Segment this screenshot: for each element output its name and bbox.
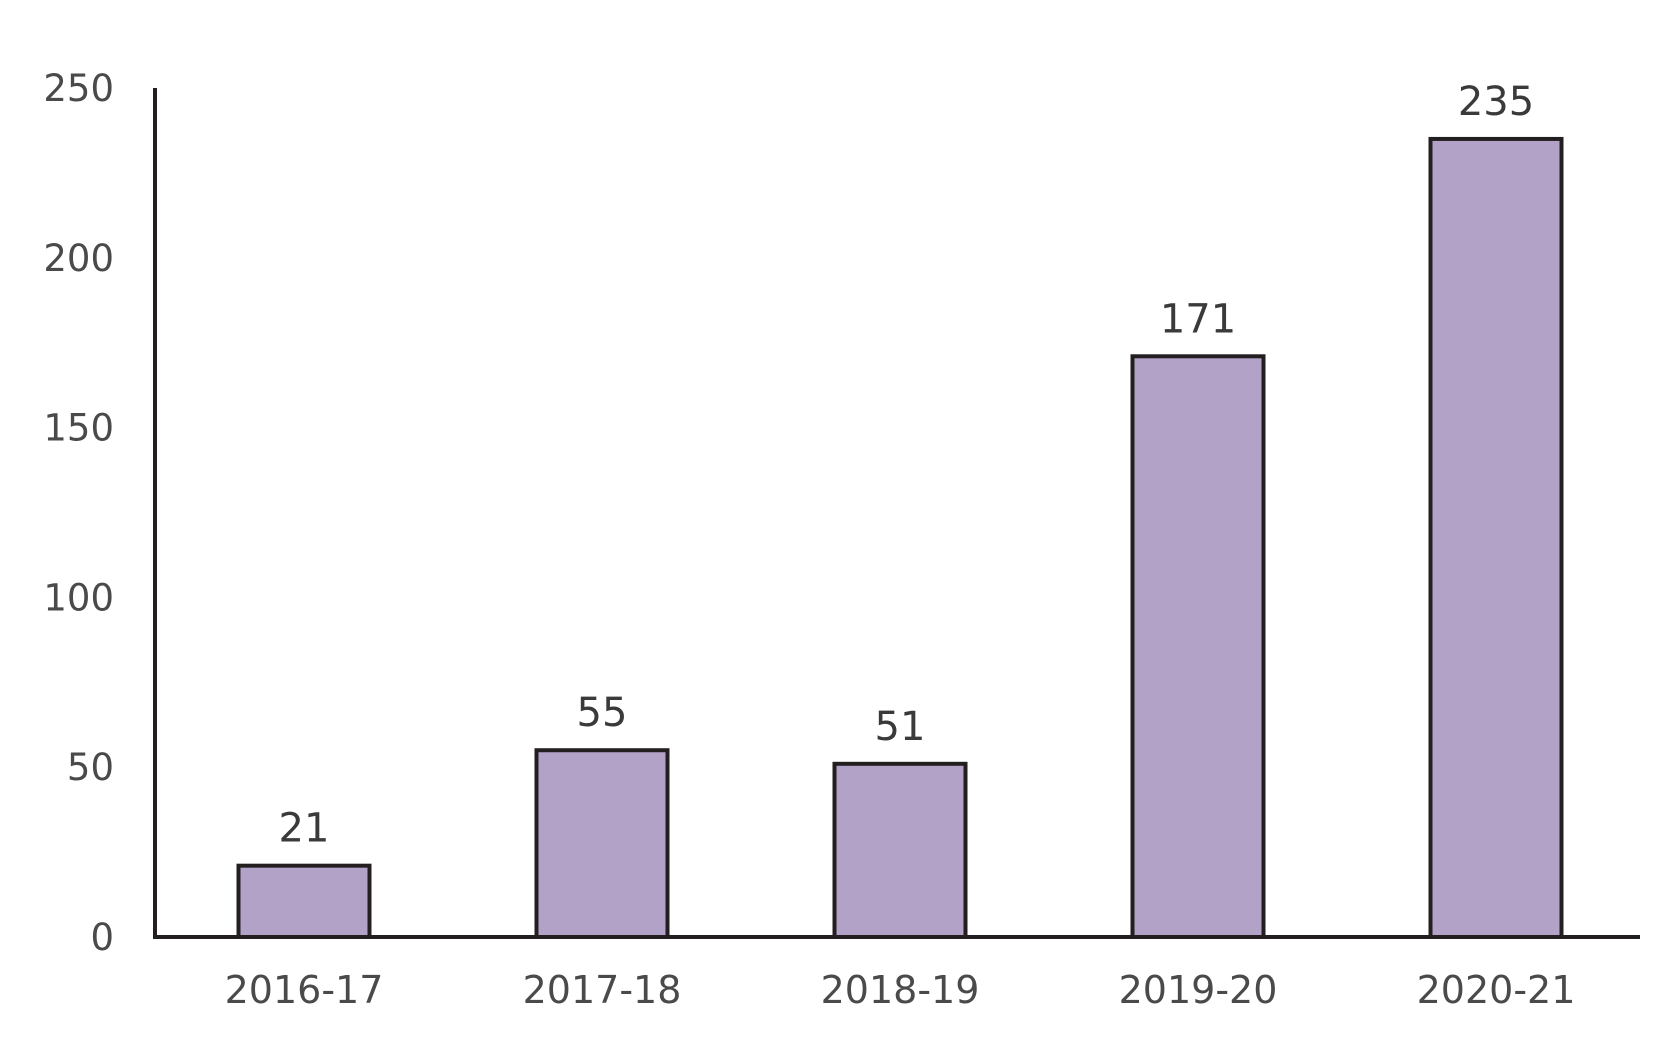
bar-2020-21 [1428,136,1564,939]
bar-2017-18 [534,748,670,939]
y-tick-label-150: 150 [43,407,114,450]
data-label-2019-20: 171 [1160,296,1236,342]
data-label-2018-19: 51 [875,704,926,750]
y-tick-label-0: 0 [90,916,114,959]
axes-layer [153,88,1640,939]
x-tick-label-2017-18: 2017-18 [523,968,682,1012]
x-tick-labels-layer: 2016-17 2017-18 2018-19 2019-20 2020-21 [225,968,1576,1012]
x-tick-label-2020-21: 2020-21 [1417,968,1576,1012]
bar-2016-17 [236,863,372,940]
x-tick-label-2018-19: 2018-19 [821,968,980,1012]
y-tick-label-100: 100 [43,576,114,619]
x-tick-label-2019-20: 2019-20 [1119,968,1278,1012]
data-label-2017-18: 55 [577,690,628,736]
y-tick-labels-layer: 0 50 100 150 200 250 [43,67,114,959]
data-label-2020-21: 235 [1458,79,1534,125]
y-tick-label-250: 250 [43,67,114,110]
bar-2018-19 [832,761,968,940]
data-label-2016-17: 21 [279,806,330,852]
data-labels-layer: 21 55 51 171 235 [279,79,1535,852]
x-tick-label-2016-17: 2016-17 [225,968,384,1012]
y-tick-label-50: 50 [67,746,114,789]
y-tick-label-200: 200 [43,237,114,280]
bars-layer [236,136,1564,940]
bar-2019-20 [1130,354,1266,939]
